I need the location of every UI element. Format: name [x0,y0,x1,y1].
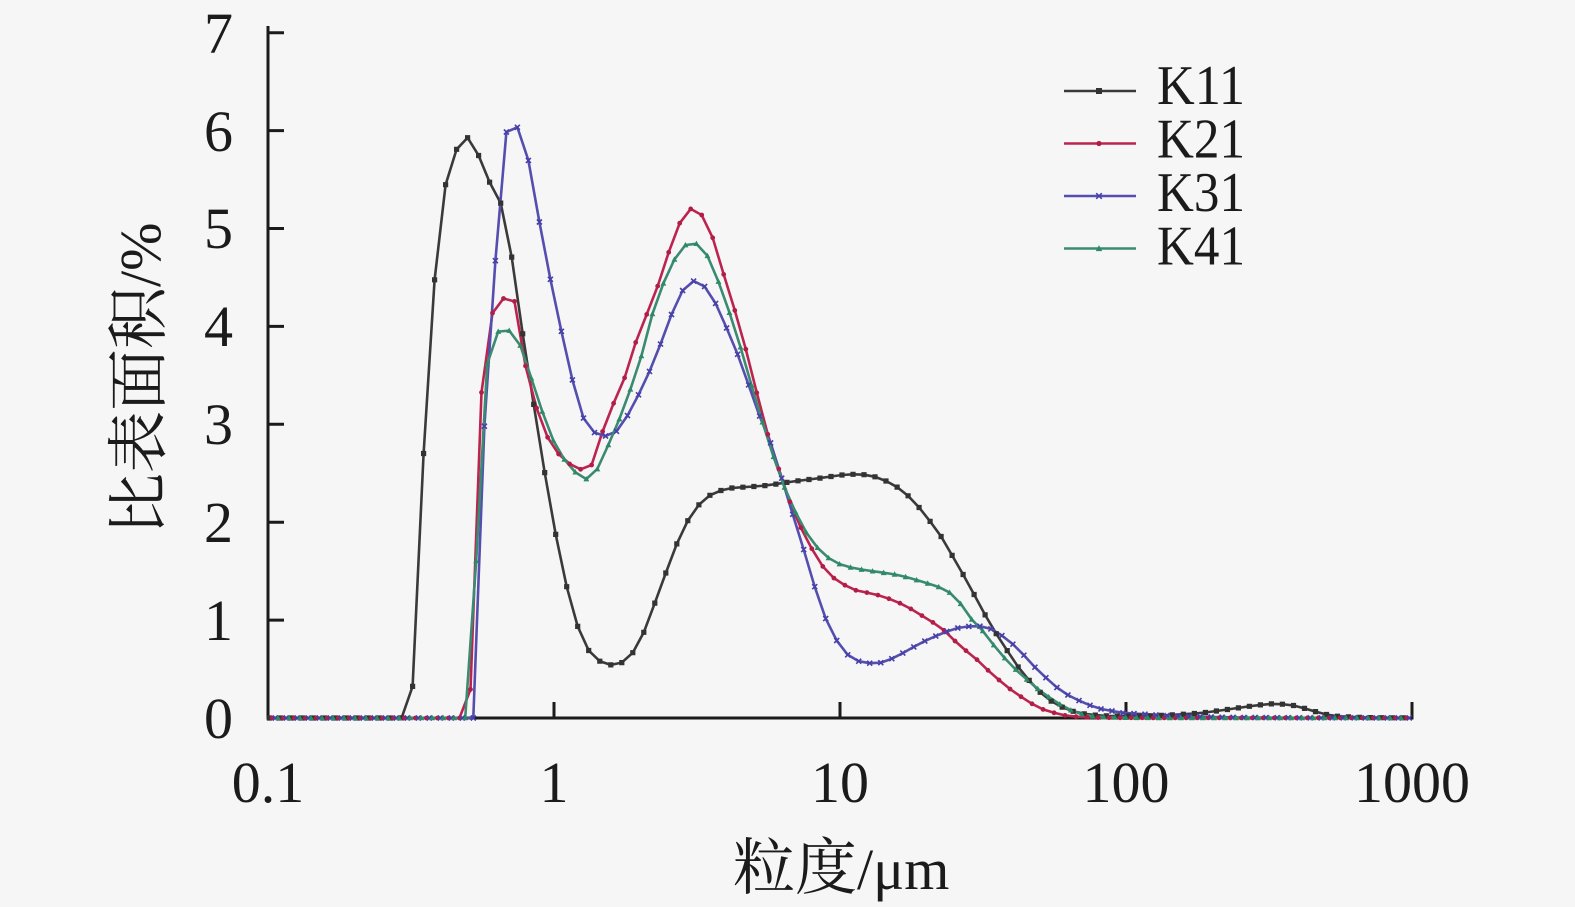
svg-text:K11: K11 [1157,55,1245,117]
svg-text:/μm: /μm [857,837,949,902]
svg-text:0: 0 [204,686,233,751]
svg-text:5: 5 [204,196,233,261]
svg-text:3: 3 [204,392,233,457]
svg-text:1000: 1000 [1354,750,1470,815]
svg-text:K31: K31 [1157,162,1245,224]
svg-text:K41: K41 [1157,216,1245,278]
svg-text:/%: /% [108,223,173,287]
svg-text:K21: K21 [1157,109,1245,171]
svg-text:6: 6 [204,99,233,164]
svg-text:2: 2 [204,490,233,555]
svg-text:1: 1 [204,588,233,653]
svg-text:10: 10 [811,750,869,815]
svg-text:100: 100 [1083,750,1170,815]
svg-text:7: 7 [204,1,233,66]
svg-text:4: 4 [204,294,233,359]
svg-text:0.1: 0.1 [232,750,305,815]
svg-text:1: 1 [540,750,569,815]
